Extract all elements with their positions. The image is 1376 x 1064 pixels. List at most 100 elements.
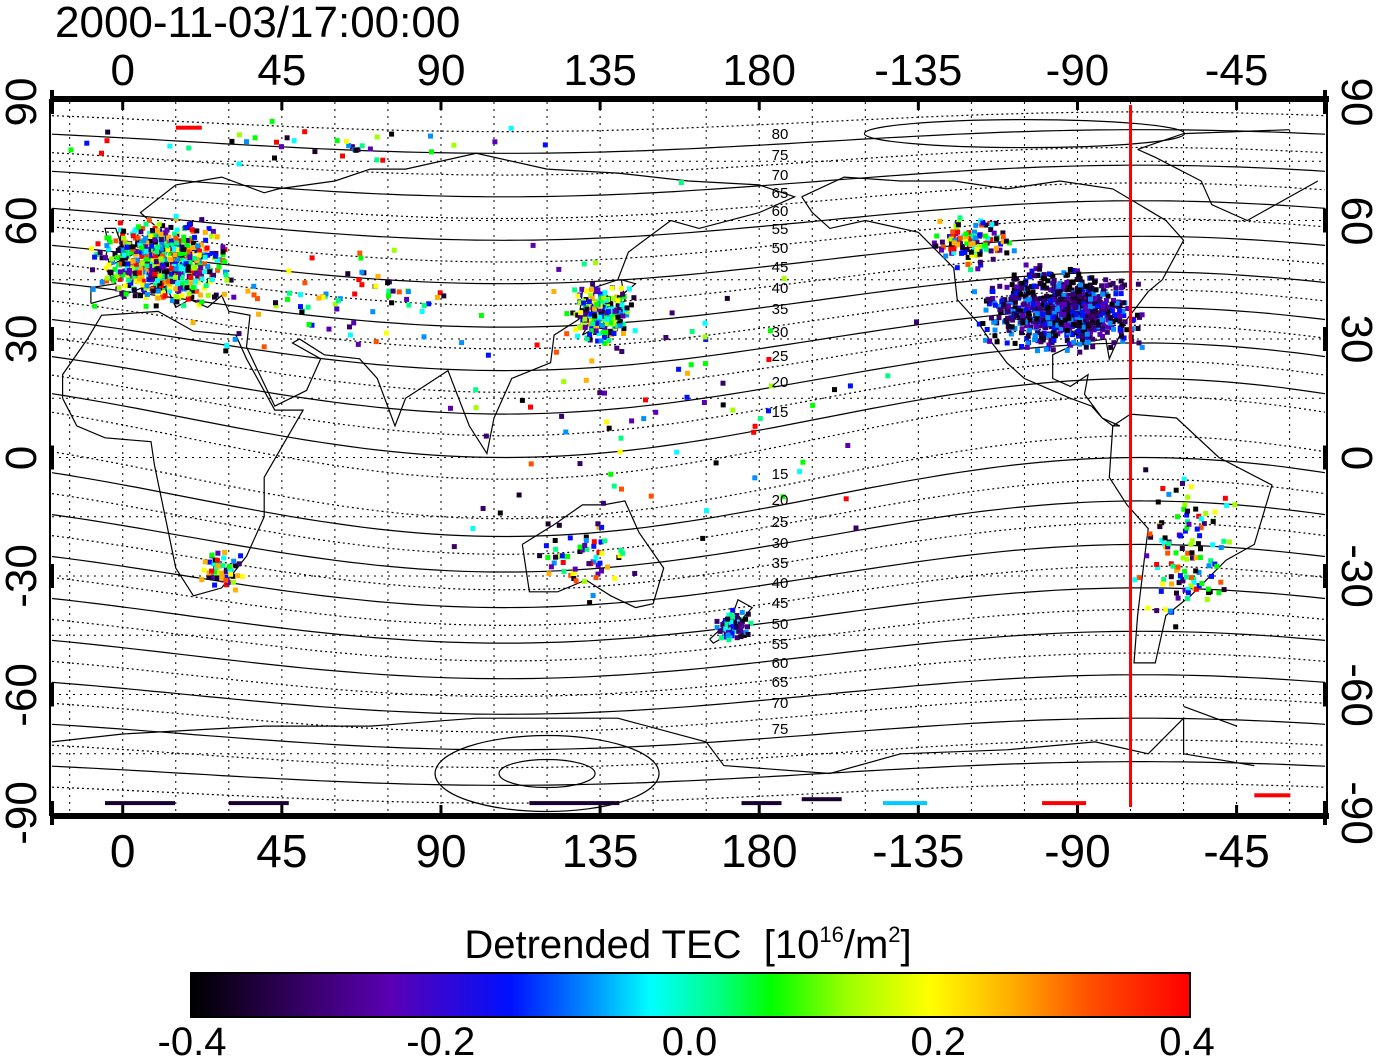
tec-point — [1182, 568, 1188, 574]
mlat-contour — [51, 271, 1326, 328]
colorbar-tick-label: -0.4 — [157, 1020, 227, 1064]
tec-point — [224, 277, 230, 283]
tec-point — [199, 577, 205, 583]
x-tick-label-top: 90 — [416, 46, 466, 95]
tec-point — [980, 220, 986, 226]
tec-point — [122, 283, 128, 289]
colorbar-unit-base: [10 — [763, 923, 820, 967]
tec-point — [1029, 284, 1034, 290]
tec-point — [176, 271, 182, 277]
tick-mark — [280, 805, 284, 815]
tec-point — [781, 276, 787, 282]
tec-point — [1212, 509, 1218, 515]
tec-point — [197, 248, 203, 254]
tec-point — [1087, 309, 1093, 314]
tec-point — [599, 524, 605, 530]
tec-point — [1079, 310, 1085, 315]
tec-point — [140, 278, 146, 284]
tec-point — [1122, 319, 1128, 325]
tec-point — [589, 358, 595, 364]
tec-point — [1155, 499, 1161, 505]
tec-point — [605, 564, 610, 570]
tec-point — [1113, 291, 1119, 297]
tec-point — [976, 244, 982, 249]
tec-point — [197, 268, 203, 274]
tec-point — [286, 268, 292, 274]
tec-point — [375, 273, 381, 279]
tec-point — [964, 240, 970, 246]
tec-point — [618, 285, 624, 291]
tec-point — [582, 543, 588, 548]
tec-point — [602, 340, 608, 346]
tec-point — [190, 320, 196, 325]
tec-point — [205, 264, 211, 270]
tec-point — [737, 621, 743, 627]
tec-point — [1180, 555, 1186, 561]
tec-point — [167, 288, 172, 294]
tec-point — [611, 483, 617, 489]
tec-point — [1224, 502, 1230, 508]
tec-point — [104, 278, 110, 284]
tec-point — [1041, 298, 1047, 304]
tec-point — [700, 535, 706, 541]
mlat-label-north: 55 — [771, 221, 789, 238]
y-tick-label-right: -60 — [1332, 662, 1376, 727]
tec-point — [972, 229, 977, 235]
tec-point — [1044, 285, 1049, 291]
tec-point — [1040, 302, 1046, 308]
tec-point — [931, 240, 937, 246]
tec-point — [492, 139, 498, 145]
tec-point — [591, 559, 597, 565]
tec-point — [159, 240, 165, 246]
tec-point — [221, 291, 227, 297]
tec-point — [140, 269, 146, 275]
tec-point — [231, 294, 237, 300]
tec-point — [1025, 290, 1031, 296]
tec-point — [184, 285, 190, 291]
tec-point — [575, 293, 581, 299]
tec-point — [426, 301, 432, 307]
tec-point — [130, 244, 136, 250]
tec-point — [212, 569, 217, 575]
tec-point — [1057, 307, 1063, 313]
tec-point — [419, 309, 425, 314]
tec-point — [119, 256, 125, 262]
tec-point — [155, 288, 161, 294]
tec-point — [186, 222, 192, 227]
tec-point — [1045, 315, 1051, 321]
tec-point — [367, 146, 373, 152]
tec-point — [617, 449, 623, 455]
tec-point — [186, 145, 192, 151]
tec-point — [578, 310, 584, 316]
tec-point — [1033, 266, 1039, 272]
tec-point — [239, 574, 245, 579]
tec-point — [345, 271, 351, 277]
tec-point — [1107, 320, 1113, 326]
tec-point — [188, 275, 194, 280]
tec-point — [214, 257, 220, 263]
tec-point — [559, 553, 565, 559]
tec-point — [545, 521, 551, 527]
tec-point — [986, 301, 992, 307]
x-tick-label-bottom: -90 — [1044, 825, 1111, 877]
tec-point — [183, 225, 189, 231]
tec-point — [383, 330, 389, 336]
tec-point — [1114, 300, 1120, 306]
mlat-contour — [51, 782, 1326, 804]
tec-point — [356, 277, 362, 283]
tec-point — [984, 327, 990, 332]
tec-point — [1093, 287, 1099, 293]
tec-point — [210, 228, 216, 234]
tec-point — [599, 299, 605, 305]
tec-point — [1030, 293, 1036, 299]
tec-point — [1221, 538, 1227, 544]
tec-point — [1136, 340, 1142, 346]
tec-point — [185, 267, 191, 273]
tec-point — [1055, 298, 1061, 304]
tec-point — [154, 249, 160, 255]
tec-point — [386, 288, 392, 294]
tec-point — [996, 315, 1002, 321]
mlat-label-south: 20 — [771, 492, 789, 509]
tec-point — [1166, 491, 1172, 497]
tec-point — [406, 302, 412, 308]
